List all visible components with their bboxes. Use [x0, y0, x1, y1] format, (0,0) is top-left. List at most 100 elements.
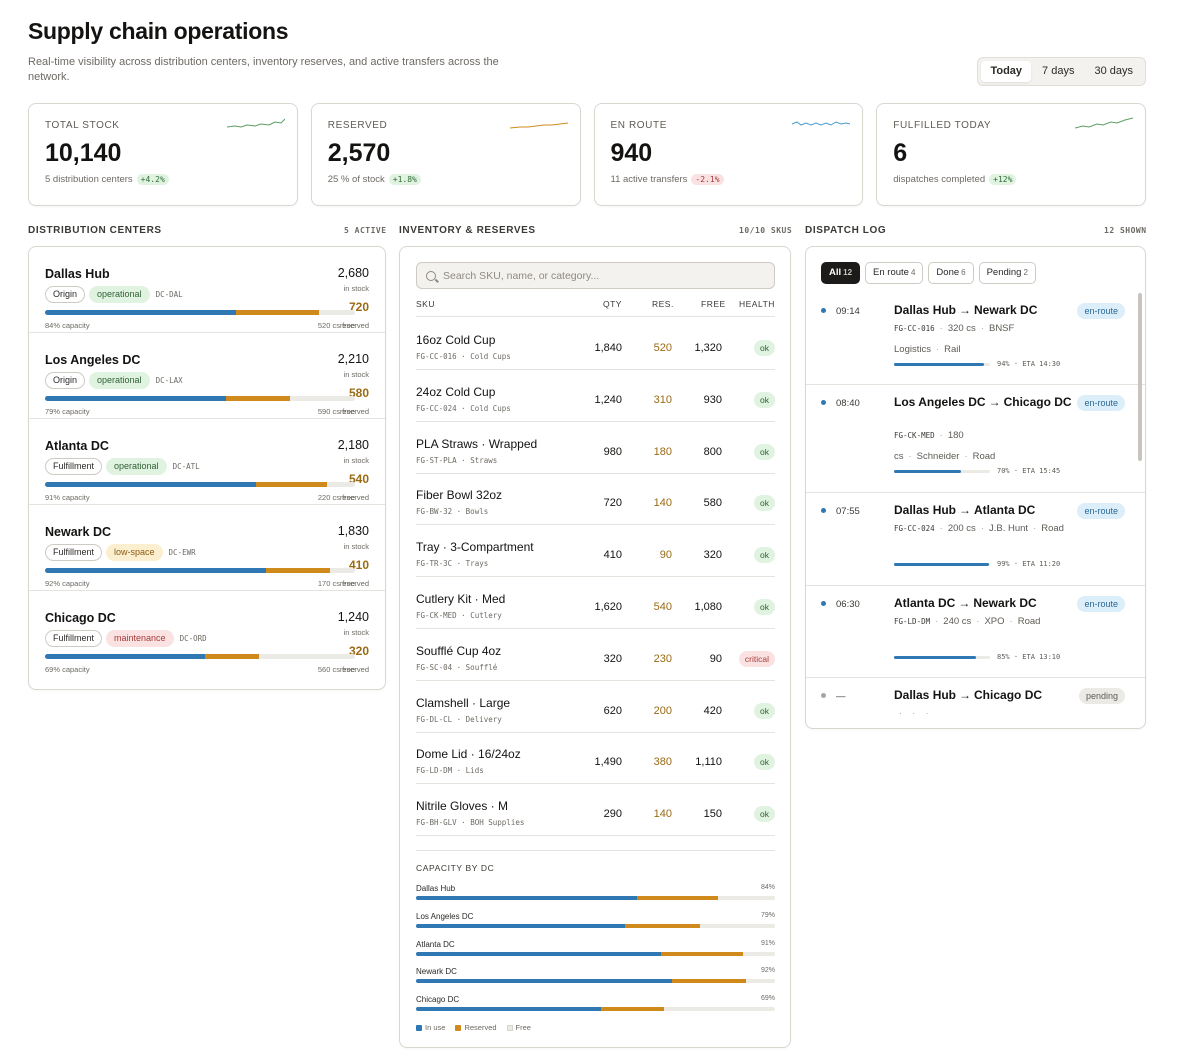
- dc-code: DC-LAX: [155, 376, 183, 385]
- route-to: Chicago DC: [1003, 395, 1072, 409]
- filter-en-route-button[interactable]: En route 4: [865, 262, 924, 284]
- range-7-days-button[interactable]: 7 days: [1042, 65, 1075, 77]
- dc-stock-label: in stock: [343, 284, 369, 293]
- kpi-label: FULFILLED TODAY: [893, 120, 992, 131]
- table-row[interactable]: Tray · 3-Compartment FG-TR-3C · Trays 410 9…: [416, 525, 775, 578]
- table-row[interactable]: 16oz Cold Cup FG-CC-016 · Cold Cups 1,840 5…: [416, 318, 775, 370]
- filter-all-button[interactable]: All 12: [821, 262, 861, 284]
- in-use-segment: [416, 896, 638, 900]
- dispatch-item[interactable]: — Dallas Hub → Chicago DC · · · pending: [806, 678, 1145, 717]
- col-qty[interactable]: QTY: [603, 299, 622, 309]
- progress-fill: [894, 656, 976, 659]
- status-dot: [821, 601, 826, 606]
- dispatch-list[interactable]: 09:14 Dallas Hub → Newark DC FG-CC-016 · 320 c…: [806, 293, 1145, 717]
- dc-item[interactable]: Newark DC Fulfillment low-space DC-EWR 1,830…: [29, 505, 385, 591]
- table-row[interactable]: Fiber Bowl 32oz FG-BW-32 · Bowls 720 140 580…: [416, 473, 775, 526]
- reserved-segment: [637, 896, 718, 900]
- dc-stock-value: 2,210: [337, 352, 369, 366]
- dispatch-time: —: [836, 691, 846, 702]
- dc-code: DC-ATL: [172, 462, 200, 471]
- dc-section-label: DISTRIBUTION CENTERS: [28, 225, 162, 236]
- dispatch-item[interactable]: 09:14 Dallas Hub → Newark DC FG-CC-016 · 320 c…: [806, 293, 1145, 385]
- sku-code: FG-BH-GLV · BOH Supplies: [416, 818, 524, 827]
- role-badge: Origin: [45, 286, 86, 303]
- dispatch-item[interactable]: 07:55 Dallas Hub → Atlanta DC FG-CC-024 · 200 …: [806, 493, 1145, 586]
- filter-done-button[interactable]: Done 6: [928, 262, 974, 284]
- status-dot: [821, 508, 826, 513]
- separator: ·: [899, 708, 903, 717]
- col-res[interactable]: RES.: [652, 299, 674, 309]
- dc-section-count: 5 ACTIVE: [344, 226, 387, 235]
- sku-name: 16oz Cold Cup: [416, 333, 496, 347]
- health-badge: ok: [754, 340, 775, 356]
- table-row[interactable]: Cutlery Kit · Med FG-CK-MED · Cutlery 1,62…: [416, 577, 775, 629]
- dc-item[interactable]: Dallas Hub Origin operational DC-DAL 2,680 in…: [29, 247, 385, 333]
- capacity-bar: [416, 979, 775, 984]
- col-health[interactable]: HEALTH: [739, 299, 775, 309]
- progress-track: [894, 363, 990, 366]
- reserved-value: 310: [653, 393, 672, 406]
- reserved-value: 200: [653, 704, 672, 717]
- dc-item[interactable]: Los Angeles DC Origin operational DC-LAX 2,2…: [29, 333, 385, 419]
- dc-item[interactable]: Atlanta DC Fulfillment operational DC-ATL 2,…: [29, 419, 385, 505]
- dispatch-carrier: BNSF Logistics: [894, 323, 1015, 355]
- dispatch-time: 07:55: [836, 506, 860, 517]
- reserved-value: 140: [653, 497, 672, 510]
- table-row[interactable]: Dome Lid · 16/24oz FG-LD-DM · Lids 1,490 38…: [416, 732, 775, 785]
- filter-pending-button[interactable]: Pending 2: [978, 262, 1036, 284]
- table-row[interactable]: Soufflé Cup 4oz FG-SC-04 · Soufflé 320 230 9…: [416, 629, 775, 681]
- qty-value: 410: [603, 549, 622, 562]
- dispatch-mode: Road: [972, 451, 996, 462]
- dispatch-carrier: Schneider: [916, 451, 960, 462]
- range-30-days-button[interactable]: 30 days: [1094, 65, 1133, 77]
- dispatch-item[interactable]: 08:40 Los Angeles DC → Chicago DC FG-CK-MED ·…: [806, 385, 1145, 493]
- dispatch-scrollbar[interactable]: [1138, 293, 1142, 461]
- dispatch-route: Atlanta DC → Newark DC: [894, 596, 1074, 611]
- health-badge: ok: [754, 495, 775, 512]
- sparkline: [792, 121, 851, 126]
- legend-swatch: [506, 1024, 513, 1031]
- health-badge: ok: [754, 702, 775, 719]
- dc-reserved-label: reserved: [339, 493, 369, 502]
- sku-name: Fiber Bowl 32oz: [416, 488, 503, 503]
- col-sku[interactable]: SKU: [416, 299, 435, 309]
- status-badge: en-route: [1077, 303, 1125, 319]
- dc-name: Dallas Hub: [45, 267, 110, 281]
- progress-track: [894, 656, 990, 659]
- in-use-segment: [416, 923, 626, 928]
- inventory-section-count: 10/10 SKUS: [739, 226, 793, 235]
- dc-reserved-label: reserved: [339, 321, 369, 330]
- table-row[interactable]: 24oz Cold Cup FG-CC-024 · Cold Cups 1,240 3…: [416, 370, 775, 422]
- search-box[interactable]: [416, 262, 775, 289]
- sku-id: FG-CC-024: [416, 403, 457, 413]
- table-row[interactable]: Nitrile Gloves · M FG-BH-GLV · BOH Suppli…: [416, 784, 775, 837]
- capacity-bar: [416, 923, 775, 928]
- dc-reserved-label: reserved: [339, 407, 369, 416]
- dispatch-progress: 70% · ETA 15:45: [894, 467, 1094, 477]
- table-row[interactable]: PLA Straws · Wrapped FG-ST-PLA · Straws 98…: [416, 422, 775, 474]
- search-input[interactable]: [443, 269, 763, 282]
- dispatch-item[interactable]: 06:30 Atlanta DC → Newark DC FG-LD-DM · 240 cs…: [806, 586, 1145, 678]
- table-row[interactable]: Clamshell · Large FG-DL-CL · Delivery 620 2…: [416, 681, 775, 733]
- dc-item[interactable]: Chicago DC Fulfillment maintenance DC-ORD 1,…: [29, 591, 385, 677]
- reserved-value: 230: [653, 652, 672, 665]
- free-value: 320: [703, 549, 722, 562]
- range-today-button[interactable]: Today: [981, 61, 1032, 82]
- health-badge: critical: [738, 650, 775, 667]
- kpi-label: TOTAL STOCK: [45, 120, 120, 131]
- dispatch-progress: 85% · ETA 13:10: [894, 653, 1094, 663]
- dispatch-section-label: DISPATCH LOG: [805, 225, 887, 236]
- qty-value: 620: [603, 704, 622, 717]
- col-free[interactable]: FREE: [701, 299, 726, 309]
- capacity-pct: 92%: [760, 967, 775, 975]
- kpi-label: RESERVED: [327, 120, 388, 131]
- capacity-label: 69% capacity: [45, 665, 90, 674]
- status-dot: [821, 400, 826, 405]
- delta-badge: +12%: [989, 174, 1017, 185]
- capacity-label: 92% capacity: [45, 579, 90, 588]
- role-badge: Fulfillment: [45, 458, 103, 475]
- legend-item: Free: [506, 1023, 531, 1032]
- separator: ·: [908, 451, 912, 462]
- legend-label: In use: [425, 1023, 446, 1032]
- legend-item: Reserved: [455, 1023, 497, 1032]
